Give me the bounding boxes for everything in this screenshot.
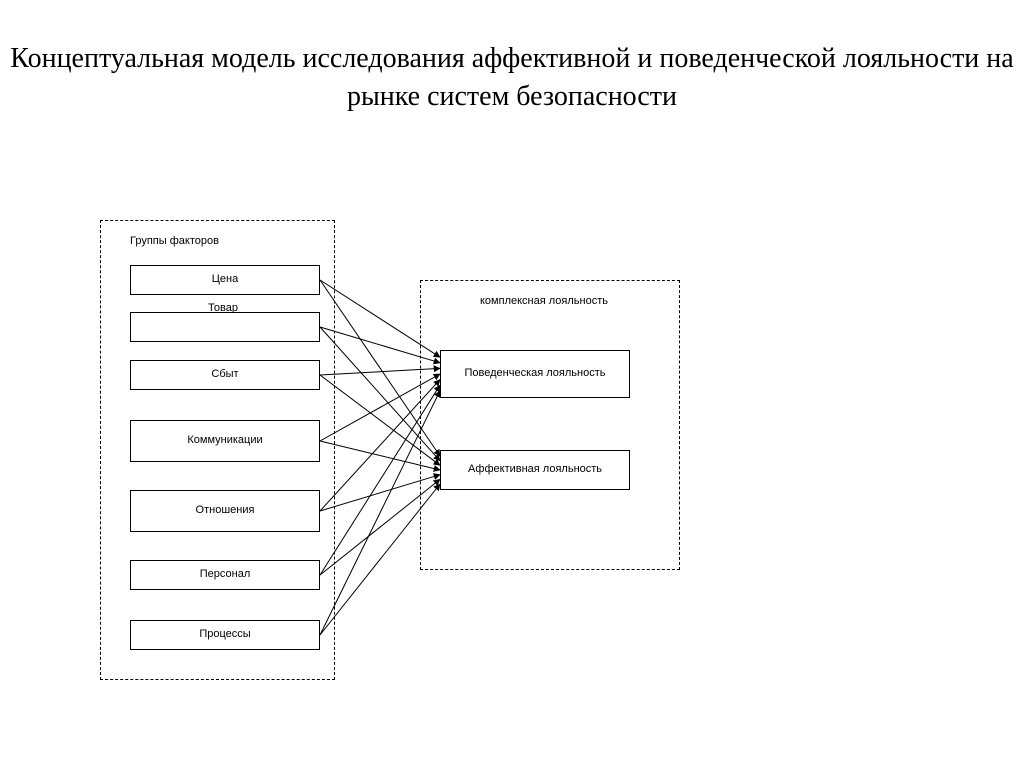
node-product bbox=[130, 312, 320, 342]
node-behavioral: Поведенческая лояльность bbox=[440, 350, 630, 398]
diagram-canvas: Концептуальная модель исследования аффек… bbox=[0, 0, 1024, 767]
factors-container-label: Группы факторов bbox=[130, 235, 219, 247]
loyalty-container bbox=[420, 280, 680, 570]
node-process: Процессы bbox=[130, 620, 320, 650]
node-affective: Аффективная лояльность bbox=[440, 450, 630, 490]
node-sales: Сбыт bbox=[130, 360, 320, 390]
node-relations: Отношения bbox=[130, 490, 320, 532]
node-comm: Коммуникации bbox=[130, 420, 320, 462]
node-price: Цена bbox=[130, 265, 320, 295]
node-staff: Персонал bbox=[130, 560, 320, 590]
loyalty-container-label: комплексная лояльность bbox=[480, 295, 608, 307]
page-title: Концептуальная модель исследования аффек… bbox=[0, 40, 1024, 116]
